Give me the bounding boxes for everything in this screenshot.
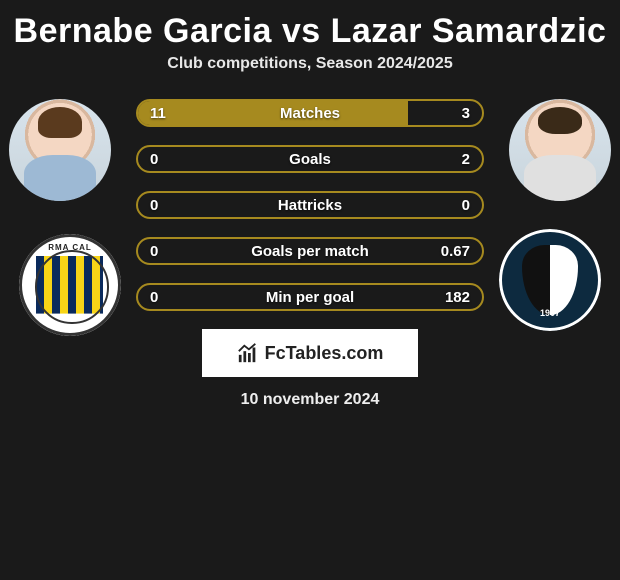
stat-row: 0 Goals 2 <box>136 145 484 173</box>
brand-chart-icon <box>237 342 259 364</box>
brand-box: FcTables.com <box>202 329 418 377</box>
stat-right-value: 0.67 <box>441 243 470 260</box>
atalanta-crest-icon: 1907 <box>499 229 601 331</box>
stats-list: 11 Matches 3 0 Goals 2 0 Hattricks 0 0 G… <box>136 99 484 311</box>
footer-date: 10 november 2024 <box>0 391 620 409</box>
player-left-avatar <box>9 99 111 201</box>
stat-label: Hattricks <box>138 197 482 214</box>
stat-row: 0 Goals per match 0.67 <box>136 237 484 265</box>
stat-right-value: 182 <box>445 289 470 306</box>
stat-label: Goals <box>138 151 482 168</box>
subtitle: Club competitions, Season 2024/2025 <box>0 55 620 73</box>
stat-label: Matches <box>138 105 482 122</box>
page-title: Bernabe Garcia vs Lazar Samardzic <box>0 0 620 55</box>
stat-label: Goals per match <box>138 243 482 260</box>
stat-row: 0 Min per goal 182 <box>136 283 484 311</box>
club-right-badge: 1907 <box>499 229 601 331</box>
stat-row: 0 Hattricks 0 <box>136 191 484 219</box>
stat-right-value: 0 <box>462 197 470 214</box>
player-right-avatar <box>509 99 611 201</box>
stat-row: 11 Matches 3 <box>136 99 484 127</box>
comparison-panel: RMA CAL 1907 11 Matches 3 0 Goals 2 0 Ha… <box>0 99 620 409</box>
brand-text: FcTables.com <box>265 343 384 364</box>
stat-right-value: 2 <box>462 151 470 168</box>
stat-label: Min per goal <box>138 289 482 306</box>
player-face-icon <box>509 99 611 201</box>
parma-crest-icon: RMA CAL <box>19 234 121 336</box>
player-face-icon <box>9 99 111 201</box>
stat-right-value: 3 <box>462 105 470 122</box>
club-left-badge: RMA CAL <box>19 234 121 336</box>
